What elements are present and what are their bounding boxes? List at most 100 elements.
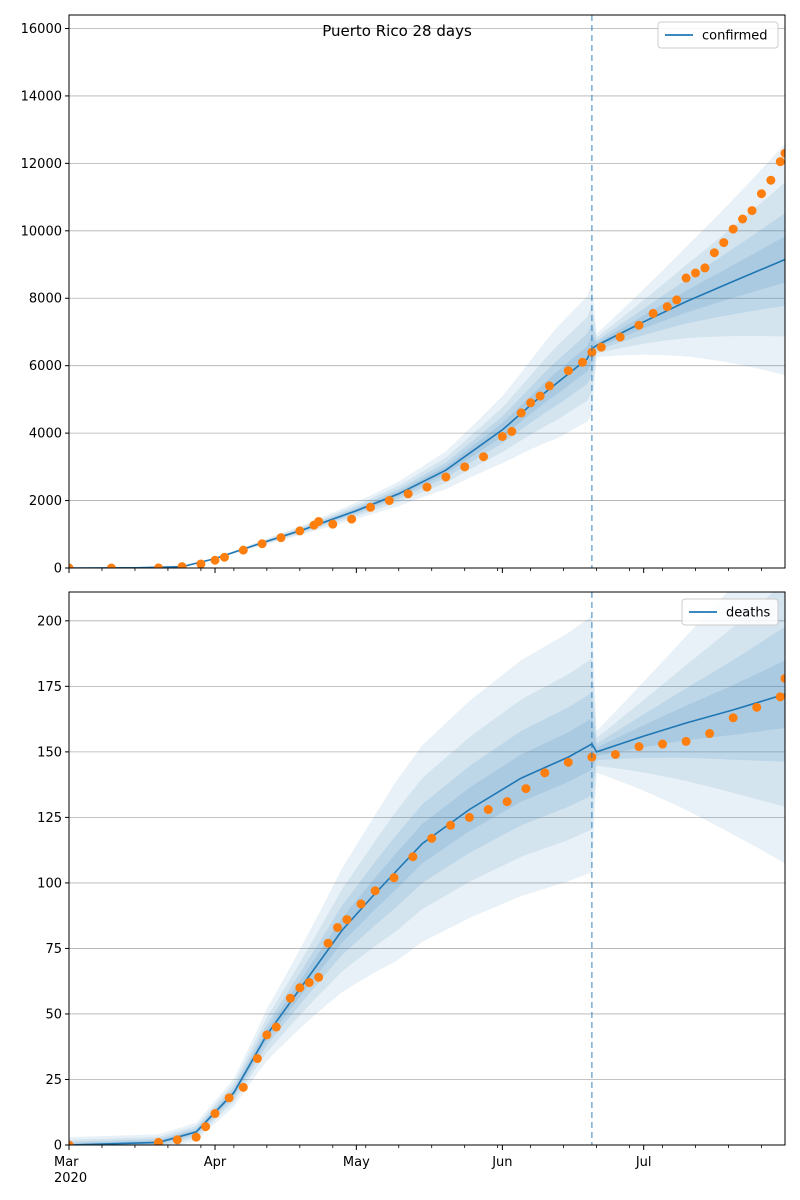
observed-point: [304, 978, 314, 988]
observed-point: [747, 206, 757, 216]
observed-point: [709, 248, 719, 258]
observed-point: [238, 545, 248, 555]
observed-point: [323, 938, 333, 948]
observed-point: [780, 148, 785, 158]
observed-point: [563, 757, 573, 767]
observed-point: [238, 1082, 248, 1092]
observed-point: [333, 922, 342, 932]
observed-point: [615, 332, 625, 342]
observed-point: [271, 1022, 281, 1032]
observed-point: [342, 915, 352, 925]
observed-point: [314, 972, 324, 982]
observed-point: [201, 1122, 211, 1132]
observed-point: [427, 833, 437, 843]
uncertainty-band: [69, 182, 785, 568]
y-tick-label: 150: [37, 745, 62, 760]
observed-point: [422, 482, 432, 492]
observed-point: [728, 224, 738, 234]
legend-box: [657, 21, 779, 49]
observed-point: [516, 408, 526, 418]
y-tick-label: 4000: [29, 427, 62, 442]
y-tick-label: 200: [37, 614, 62, 629]
observed-point: [521, 784, 531, 794]
observed-point: [700, 263, 710, 273]
observed-point: [775, 692, 785, 702]
observed-point: [460, 462, 470, 472]
chart-title: Puerto Rico 28 days: [322, 22, 472, 40]
x-tick-label: May: [343, 1155, 370, 1170]
observed-point: [502, 797, 512, 807]
observed-point: [479, 452, 489, 462]
observed-point: [403, 489, 413, 499]
observed-point: [295, 983, 305, 993]
observed-point: [719, 238, 729, 248]
observed-point: [384, 496, 394, 506]
observed-point: [210, 555, 220, 565]
observed-point: [526, 398, 536, 408]
observed-point: [563, 366, 573, 376]
uncertainty-band: [69, 592, 785, 1145]
observed-point: [262, 1030, 272, 1040]
observed-point: [154, 1137, 163, 1145]
observed-point: [347, 514, 357, 524]
observed-point: [295, 526, 305, 536]
observed-point: [738, 214, 748, 224]
y-tick-label: 8000: [29, 292, 62, 307]
observed-point: [196, 559, 206, 568]
y-tick-label: 0: [54, 562, 62, 577]
observed-point: [756, 189, 766, 199]
uncertainty-band: [69, 143, 785, 568]
observed-point: [464, 812, 474, 822]
observed-point: [587, 347, 597, 357]
axes-frame: [68, 14, 786, 569]
observed-point: [634, 320, 644, 330]
y-tick-label: 75: [45, 942, 62, 957]
x-tick-label: Apr: [204, 1155, 227, 1170]
y-tick-label: 100: [37, 876, 62, 891]
observed-point: [672, 295, 682, 305]
observed-point: [497, 431, 507, 441]
observed-point: [370, 886, 380, 896]
y-tick-label: 125: [37, 811, 62, 826]
observed-point: [507, 426, 517, 436]
y-tick-label: 50: [45, 1007, 62, 1022]
observed-point: [314, 516, 324, 526]
legend-label: confirmed: [702, 29, 768, 44]
y-tick-label: 14000: [21, 89, 62, 104]
x-tick-label: Jul: [635, 1155, 652, 1170]
observed-point: [544, 381, 554, 391]
observed-point: [728, 713, 738, 723]
observed-point: [285, 993, 295, 1003]
observed-point: [441, 472, 451, 482]
observed-point: [154, 563, 163, 568]
observed-point: [681, 736, 691, 746]
observed-point: [257, 539, 267, 549]
x-tick-label: Mar: [54, 1155, 79, 1170]
y-tick-label: 175: [37, 680, 62, 695]
confirmed-panel: 0 2000 4000 6000 8000 10000 12000 14000 16000 Pue…: [21, 14, 786, 577]
observed-point: [224, 1093, 234, 1103]
observed-point: [681, 273, 691, 283]
model-line: [69, 693, 785, 1145]
y-tick-label: 12000: [21, 157, 62, 172]
x-tick-label: 2020: [54, 1171, 87, 1186]
observed-point: [658, 739, 668, 749]
observed-point: [219, 552, 229, 562]
observed-point: [648, 308, 658, 318]
observed-point: [446, 820, 456, 830]
observed-point: [191, 1132, 201, 1142]
observed-point: [775, 157, 785, 167]
observed-point: [540, 768, 550, 778]
legend-box: [681, 598, 779, 626]
y-tick-label: 0: [54, 1139, 62, 1154]
observed-point: [69, 563, 74, 568]
observed-point: [328, 519, 338, 529]
observed-point: [780, 673, 785, 683]
y-tick-label: 25: [45, 1073, 62, 1088]
observed-point: [69, 1140, 74, 1145]
observed-point: [276, 533, 286, 543]
y-tick-label: 10000: [21, 224, 62, 239]
observed-point: [365, 502, 375, 512]
